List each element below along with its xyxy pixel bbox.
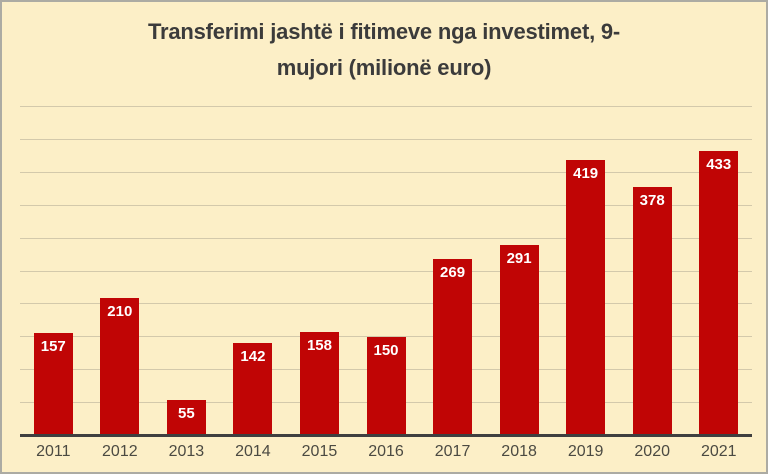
bars-container: 157 210 55 142 158 150 269 291 419 378 433: [20, 107, 752, 436]
bar-2015: 158: [299, 332, 339, 436]
bar-slot: 55: [153, 107, 220, 436]
x-axis-tick-label: 2015: [301, 443, 338, 460]
x-axis-tick-label: 2011: [36, 443, 71, 460]
x-axis-line: [20, 434, 752, 437]
bar-value-label: 150: [373, 342, 399, 360]
x-axis-tick-label: 2014: [235, 443, 271, 460]
gridline: [20, 237, 752, 239]
bar-2018: 291: [499, 244, 539, 436]
bar-value-label: 158: [306, 337, 332, 355]
x-axis-tick-label: 2021: [700, 443, 737, 460]
gridline: [20, 171, 752, 173]
bar-slot: 419: [552, 107, 619, 436]
x-axis-tick-label: 2017: [434, 443, 471, 460]
bar-slot: 210: [87, 107, 154, 436]
gridline: [20, 270, 752, 272]
x-axis-labels: 2011 2012 2013 2014 2015 2016 2017 2018 2019 2020…: [20, 443, 752, 461]
x-axis-tick-label: 2019: [567, 443, 604, 460]
bar-2011: 157: [33, 332, 73, 436]
bar-2012: 210: [100, 297, 140, 436]
bar-value-label: 157: [40, 337, 66, 355]
bar-slot: 158: [286, 107, 353, 436]
bar-value-label: 269: [440, 264, 466, 281]
bar-slot: 150: [353, 107, 420, 436]
bar-value-label: 433: [706, 156, 732, 174]
bar-slot: 433: [685, 107, 752, 436]
gridline: [20, 106, 752, 107]
bar-value-label: 142: [240, 347, 266, 365]
bar-slot: 378: [619, 107, 686, 436]
bar-value-label: 378: [639, 192, 665, 210]
x-axis-tick-label: 2018: [501, 443, 537, 460]
bar-2017: 269: [433, 259, 473, 436]
bar-value-label: 55: [178, 404, 195, 422]
x-axis-tick-label: 2013: [168, 443, 205, 460]
gridline: [20, 204, 752, 206]
bar-value-label: 210: [107, 302, 133, 320]
chart-title-line-1: Transferimi jashtë i fitimeve nga invest…: [147, 19, 621, 44]
bar-2016: 150: [366, 337, 406, 436]
x-axis-tick-label: 2020: [634, 443, 670, 460]
bar-2013: 55: [166, 399, 206, 436]
bar-value-label: 291: [506, 249, 532, 267]
chart-title-line-2: mujori (milionë euro): [276, 55, 492, 80]
bar-slot: 142: [220, 107, 287, 436]
gridline: [20, 138, 752, 140]
bar-2021: 433: [699, 151, 739, 436]
bar-slot: 291: [486, 107, 553, 436]
bar-2019: 419: [566, 160, 606, 436]
bar-2020: 378: [632, 187, 672, 436]
bar-slot: 269: [419, 107, 486, 436]
gridline: [20, 303, 752, 305]
bar-value-label: 419: [573, 165, 599, 183]
gridline: [20, 336, 752, 338]
x-axis-tick-label: 2016: [368, 443, 404, 460]
bar-2014: 142: [233, 342, 273, 436]
x-axis-tick-label: 2012: [102, 443, 138, 460]
plot-area: 157 210 55 142 158 150 269 291 419 378 433: [20, 106, 752, 437]
chart-title: Transferimi jashtë i fitimeve nga invest…: [2, 14, 766, 86]
bar-slot: 157: [20, 107, 87, 436]
